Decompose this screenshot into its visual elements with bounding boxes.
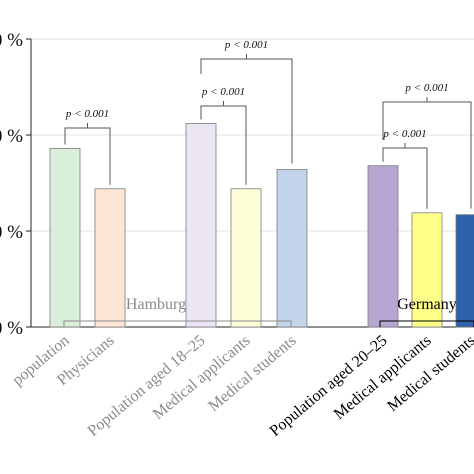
group-bracket-germany (379, 320, 474, 327)
group-label-germany: Germany (397, 296, 457, 313)
bar (411, 212, 443, 328)
bar (49, 148, 81, 328)
bar (185, 123, 217, 328)
bar (230, 188, 262, 328)
y-tick-label: 0 % (0, 318, 23, 339)
p-value-label: p < 0.001 (224, 39, 268, 51)
y-tick-label: 20 % (0, 126, 23, 147)
bar (94, 188, 126, 328)
p-value-label: p < 0.001 (404, 82, 448, 94)
p-value-label: p < 0.001 (201, 86, 245, 98)
group-label-hamburg: Hamburg (126, 296, 186, 313)
bar (455, 214, 474, 328)
bar (367, 165, 399, 328)
group-brackets: Hamburg Germany (63, 296, 474, 327)
p-value-label: p < 0.001 (65, 108, 109, 120)
y-tick-label: 30 % (0, 30, 23, 51)
group-bracket-hamburg (63, 320, 292, 327)
p-value-label: p < 0.001 (382, 128, 426, 140)
significance-brackets: p < 0.001 p < 0.001 p < 0.001 p < 0.001 p < … (64, 39, 472, 209)
y-tick-label: 10 % (0, 222, 23, 243)
bars (49, 123, 474, 328)
bar (276, 169, 308, 328)
